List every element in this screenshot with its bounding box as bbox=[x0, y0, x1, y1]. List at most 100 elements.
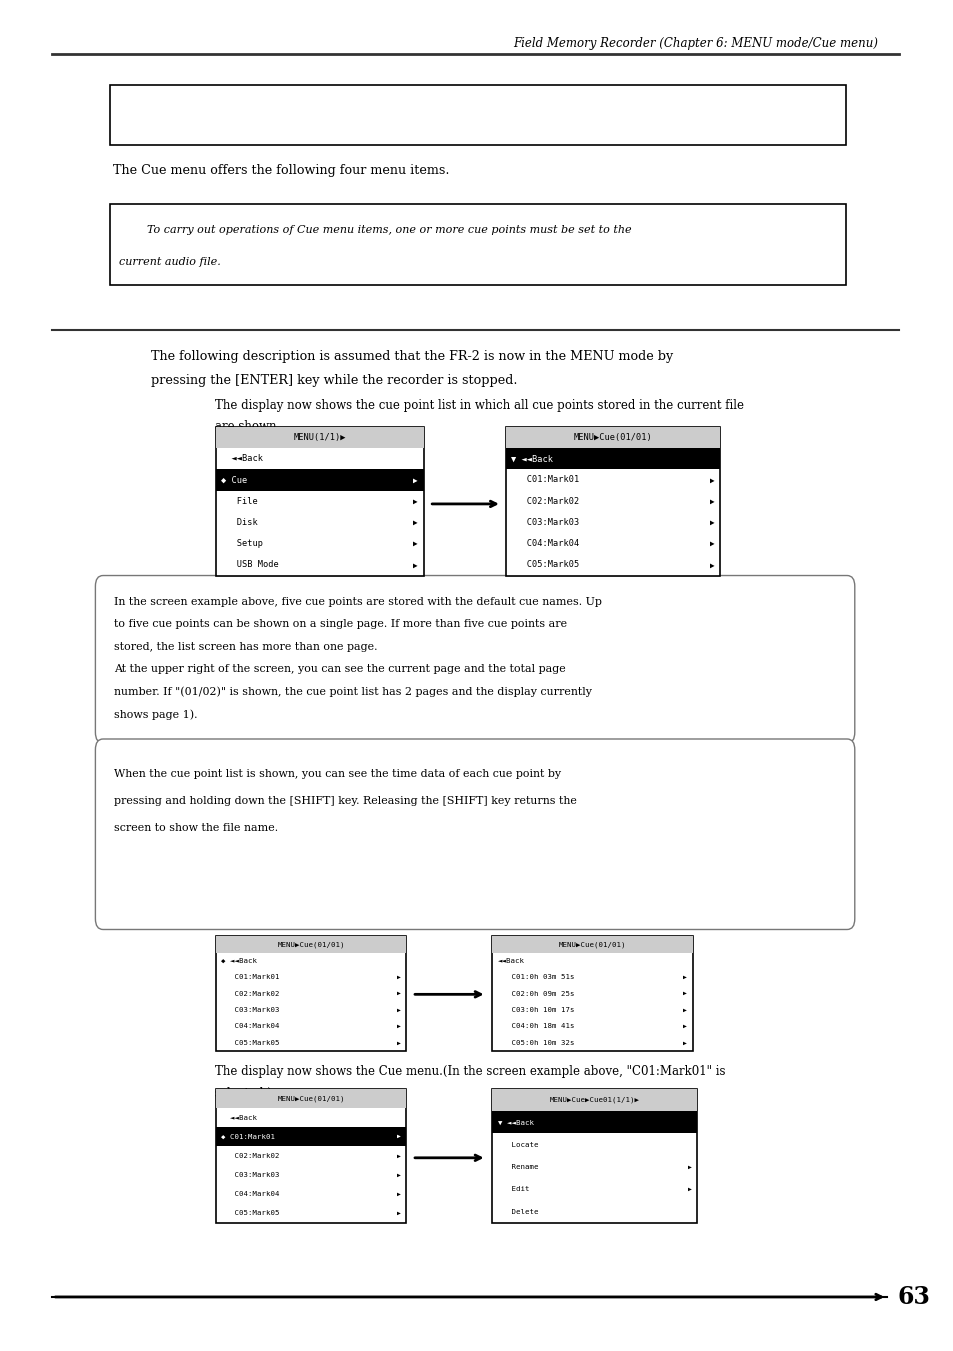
Text: 63: 63 bbox=[897, 1285, 929, 1309]
Text: ▶: ▶ bbox=[709, 561, 714, 569]
Text: pressing and holding down the [SHIFT] key. Releasing the [SHIFT] key returns the: pressing and holding down the [SHIFT] ke… bbox=[114, 796, 577, 807]
Text: ◄◄Back: ◄◄Back bbox=[221, 454, 263, 463]
Text: MENU(1/1)▶: MENU(1/1)▶ bbox=[293, 434, 346, 442]
Text: ▶: ▶ bbox=[396, 1154, 400, 1158]
Bar bbox=[492, 1089, 697, 1223]
Bar bbox=[215, 427, 423, 449]
Text: At the upper right of the screen, you can see the current page and the total pag: At the upper right of the screen, you ca… bbox=[114, 665, 566, 674]
Text: ◆ Cue: ◆ Cue bbox=[221, 476, 248, 485]
Bar bbox=[492, 1089, 697, 1111]
Text: ▶: ▶ bbox=[682, 992, 686, 996]
Bar bbox=[492, 936, 692, 1051]
Text: Locate: Locate bbox=[497, 1142, 537, 1147]
Text: MENU▶Cue(01/01): MENU▶Cue(01/01) bbox=[573, 434, 652, 442]
Text: C02:Mark02: C02:Mark02 bbox=[221, 990, 279, 997]
Text: ▶: ▶ bbox=[682, 1008, 686, 1012]
Text: ▶: ▶ bbox=[413, 539, 417, 549]
Text: C04:Mark04: C04:Mark04 bbox=[221, 1024, 279, 1029]
Text: ▶: ▶ bbox=[413, 497, 417, 505]
Text: number. If "(01/02)" is shown, the cue point list has 2 pages and the display cu: number. If "(01/02)" is shown, the cue p… bbox=[114, 686, 592, 697]
Text: ▶: ▶ bbox=[682, 1040, 686, 1046]
Text: C01:0h 03m 51s: C01:0h 03m 51s bbox=[497, 974, 574, 981]
Text: C04:Mark04: C04:Mark04 bbox=[511, 539, 579, 549]
Bar bbox=[505, 427, 720, 576]
Text: ▶: ▶ bbox=[396, 1135, 400, 1139]
Text: C05:Mark05: C05:Mark05 bbox=[221, 1040, 279, 1046]
Text: current audio file.: current audio file. bbox=[119, 257, 221, 267]
Bar bbox=[110, 85, 845, 145]
Text: ◆ ◄◄Back: ◆ ◄◄Back bbox=[221, 958, 257, 963]
Text: C02:Mark02: C02:Mark02 bbox=[511, 497, 579, 505]
Text: ▶: ▶ bbox=[396, 1024, 400, 1029]
Bar bbox=[505, 449, 720, 469]
Text: C03:Mark03: C03:Mark03 bbox=[221, 1006, 279, 1013]
Text: ▶: ▶ bbox=[396, 1040, 400, 1046]
Text: ▶: ▶ bbox=[709, 476, 714, 485]
Text: stored, the list screen has more than one page.: stored, the list screen has more than on… bbox=[114, 642, 377, 653]
Text: ▶: ▶ bbox=[396, 1210, 400, 1216]
Text: ▼ ◄◄Back: ▼ ◄◄Back bbox=[511, 454, 553, 463]
Text: C04:Mark04: C04:Mark04 bbox=[221, 1192, 279, 1197]
Text: ▶: ▶ bbox=[709, 517, 714, 527]
Text: MENU▶Cue(01/01): MENU▶Cue(01/01) bbox=[277, 1096, 344, 1101]
Text: C03:0h 10m 17s: C03:0h 10m 17s bbox=[497, 1006, 574, 1013]
Text: To carry out operations of Cue menu items, one or more cue points must be set to: To carry out operations of Cue menu item… bbox=[119, 224, 631, 235]
Text: ▶: ▶ bbox=[396, 992, 400, 996]
Text: Delete: Delete bbox=[497, 1209, 537, 1215]
Text: MENU▶Cue▶Cue01(1/1)▶: MENU▶Cue▶Cue01(1/1)▶ bbox=[549, 1097, 639, 1104]
Bar bbox=[505, 427, 720, 449]
Bar bbox=[215, 427, 423, 576]
Bar bbox=[215, 936, 406, 952]
Bar bbox=[110, 204, 845, 285]
Text: ▶: ▶ bbox=[687, 1186, 691, 1192]
Text: ▶: ▶ bbox=[396, 1173, 400, 1177]
Text: ▶: ▶ bbox=[413, 561, 417, 569]
Text: screen to show the file name.: screen to show the file name. bbox=[114, 823, 278, 834]
Bar bbox=[215, 469, 423, 490]
Text: C01:Mark01: C01:Mark01 bbox=[221, 974, 279, 981]
Text: ◆ C01:Mark01: ◆ C01:Mark01 bbox=[221, 1133, 275, 1140]
Text: Disk: Disk bbox=[221, 517, 258, 527]
Bar bbox=[492, 1111, 697, 1133]
Text: File: File bbox=[221, 497, 258, 505]
Text: C01:Mark01: C01:Mark01 bbox=[511, 476, 579, 485]
Text: When the cue point list is shown, you can see the time data of each cue point by: When the cue point list is shown, you ca… bbox=[114, 769, 561, 780]
Text: ▶: ▶ bbox=[682, 1024, 686, 1029]
Text: ▶: ▶ bbox=[687, 1165, 691, 1170]
Text: Field Memory Recorder (Chapter 6: MENU mode/Cue menu): Field Memory Recorder (Chapter 6: MENU m… bbox=[512, 36, 877, 50]
Text: ▶: ▶ bbox=[396, 975, 400, 979]
Text: ▶: ▶ bbox=[413, 517, 417, 527]
Text: ◄◄Back: ◄◄Back bbox=[221, 1115, 257, 1120]
Text: pressing the [ENTER] key while the recorder is stopped.: pressing the [ENTER] key while the recor… bbox=[151, 374, 517, 388]
Text: The Cue menu offers the following four menu items.: The Cue menu offers the following four m… bbox=[112, 163, 449, 177]
Text: shows page 1).: shows page 1). bbox=[114, 709, 198, 720]
Bar bbox=[492, 936, 692, 952]
Text: The following description is assumed that the FR-2 is now in the MENU mode by: The following description is assumed tha… bbox=[151, 350, 672, 363]
Text: MENU▶Cue(01/01): MENU▶Cue(01/01) bbox=[277, 942, 344, 947]
Text: ◄◄Back: ◄◄Back bbox=[497, 958, 524, 963]
Text: MENU▶Cue(01/01): MENU▶Cue(01/01) bbox=[558, 942, 625, 947]
Text: C02:Mark02: C02:Mark02 bbox=[221, 1152, 279, 1159]
Bar bbox=[215, 936, 406, 1051]
Text: ▶: ▶ bbox=[709, 497, 714, 505]
Text: ▶: ▶ bbox=[396, 1192, 400, 1197]
Text: Setup: Setup bbox=[221, 539, 263, 549]
Text: C02:0h 09m 25s: C02:0h 09m 25s bbox=[497, 990, 574, 997]
FancyBboxPatch shape bbox=[95, 576, 854, 743]
Text: Rename: Rename bbox=[497, 1165, 537, 1170]
Text: C05:Mark05: C05:Mark05 bbox=[511, 561, 579, 569]
Text: ▶: ▶ bbox=[413, 476, 417, 485]
Text: ▼ ◄◄Back: ▼ ◄◄Back bbox=[497, 1120, 534, 1125]
FancyBboxPatch shape bbox=[95, 739, 854, 929]
Bar bbox=[215, 1089, 406, 1108]
Text: The display now shows the cue point list in which all cue points stored in the c: The display now shows the cue point list… bbox=[214, 399, 743, 412]
Text: In the screen example above, five cue points are stored with the default cue nam: In the screen example above, five cue po… bbox=[114, 597, 601, 607]
Text: C03:Mark03: C03:Mark03 bbox=[221, 1171, 279, 1178]
Text: C04:0h 18m 41s: C04:0h 18m 41s bbox=[497, 1024, 574, 1029]
Text: ▶: ▶ bbox=[396, 1008, 400, 1012]
Text: to five cue points can be shown on a single page. If more than five cue points a: to five cue points can be shown on a sin… bbox=[114, 620, 567, 630]
Text: The display now shows the Cue menu.(In the screen example above, "C01:Mark01" is: The display now shows the Cue menu.(In t… bbox=[214, 1065, 724, 1078]
Text: C03:Mark03: C03:Mark03 bbox=[511, 517, 579, 527]
Text: C05:0h 10m 32s: C05:0h 10m 32s bbox=[497, 1040, 574, 1046]
Bar bbox=[215, 1089, 406, 1223]
